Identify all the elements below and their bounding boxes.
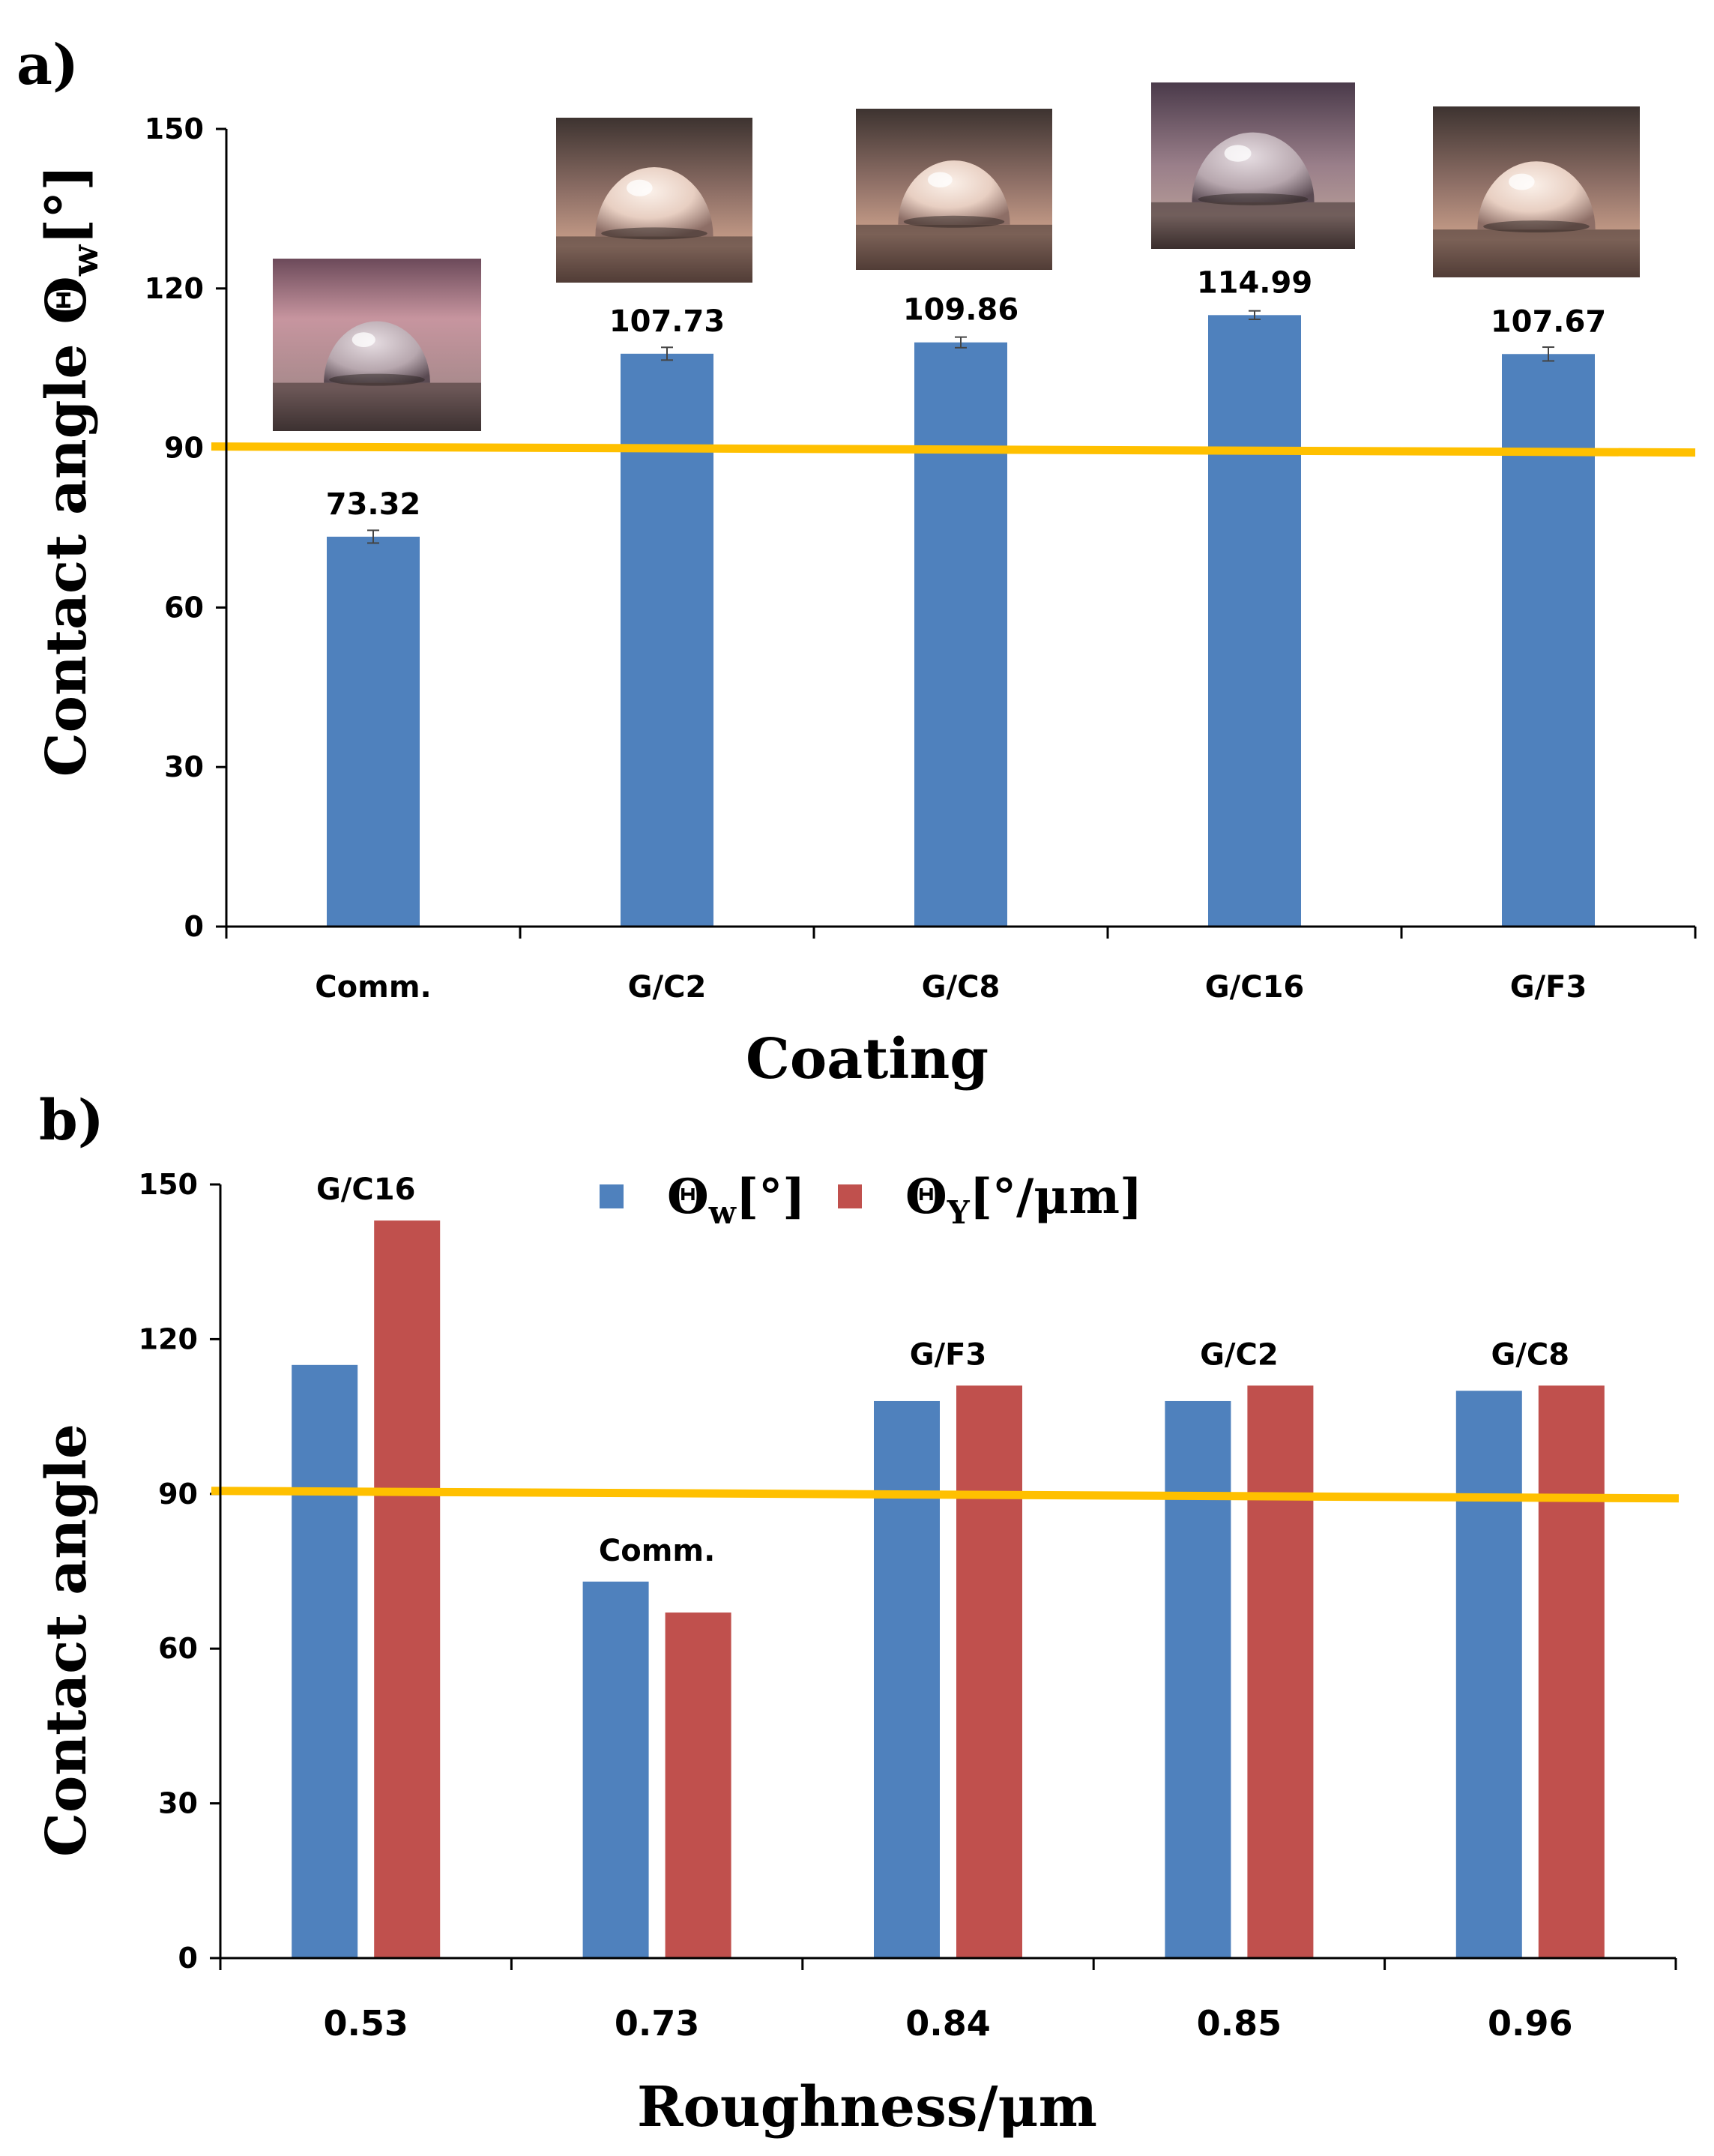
droplet-photo bbox=[856, 109, 1052, 270]
data-label: 107.73 bbox=[609, 304, 725, 339]
legend-item-theta-w: Θw[°] bbox=[600, 1169, 805, 1231]
y-tick-label: 0 bbox=[178, 1942, 198, 1975]
panel-b-x-title: Roughness/μm bbox=[637, 2075, 1097, 2140]
y-tick-label: 120 bbox=[139, 1322, 198, 1355]
bar-theta-w-0.84 bbox=[874, 1400, 940, 1958]
bar-theta-y-0.85 bbox=[1247, 1385, 1314, 1958]
droplet-photo bbox=[273, 259, 481, 431]
legend-swatch bbox=[600, 1184, 624, 1208]
x-tick-label: 0.73 bbox=[615, 2003, 700, 2044]
x-tick-label: 0.96 bbox=[1488, 2003, 1573, 2044]
bar-G/C2 bbox=[621, 353, 713, 927]
panel-a-ylabel: Contact angle Θw[°] bbox=[34, 165, 106, 777]
panel-b-reference-line bbox=[211, 1487, 1680, 1503]
data-label: 114.99 bbox=[1197, 265, 1312, 300]
panel-b-label: b) bbox=[39, 1088, 104, 1153]
droplet-photo bbox=[1433, 106, 1640, 277]
x-tick-label: G/C8 bbox=[922, 970, 1001, 1005]
bar-theta-w-0.73 bbox=[582, 1581, 649, 1958]
x-tick-label: G/F3 bbox=[1510, 970, 1587, 1005]
bar-theta-w-0.85 bbox=[1165, 1400, 1231, 1958]
droplet-photo bbox=[1151, 82, 1355, 249]
category-label: G/C8 bbox=[1491, 1337, 1569, 1372]
legend-item-theta-y: ΘY[°/μm] bbox=[838, 1169, 1142, 1231]
bar-Comm. bbox=[327, 536, 420, 927]
panel-a-x-labels: Comm. G/C2 G/C8 G/C16 G/F3 bbox=[315, 970, 1587, 1005]
data-label: 107.67 bbox=[1491, 304, 1606, 339]
legend-swatch bbox=[838, 1184, 862, 1208]
panel-b-legend: Θw[°] ΘY[°/μm] bbox=[600, 1169, 1142, 1231]
category-label: Comm. bbox=[599, 1534, 715, 1568]
bar-theta-w-0.96 bbox=[1455, 1391, 1522, 1958]
category-label: G/C2 bbox=[1200, 1337, 1279, 1372]
y-tick-label: 60 bbox=[158, 1632, 198, 1665]
panel-a-droplet-insets bbox=[273, 82, 1640, 431]
y-tick-label: 30 bbox=[164, 750, 204, 783]
panel-a-x-title: Coating bbox=[746, 1027, 989, 1091]
bar-G/C16 bbox=[1208, 315, 1301, 927]
x-tick-label: G/C16 bbox=[1205, 970, 1304, 1005]
panel-b-x-ticks bbox=[219, 1958, 1677, 1970]
bar-theta-y-0.96 bbox=[1538, 1385, 1605, 1958]
y-tick-label: 90 bbox=[164, 432, 204, 465]
droplet-photo bbox=[556, 118, 752, 283]
x-tick-label: Comm. bbox=[315, 970, 431, 1005]
category-label: G/C16 bbox=[316, 1172, 415, 1207]
x-tick-label: 0.84 bbox=[905, 2003, 991, 2044]
error-bar bbox=[1249, 310, 1261, 321]
panel-a-bars bbox=[327, 315, 1595, 927]
bar-theta-y-0.53 bbox=[374, 1220, 441, 1958]
panel-a-reference-line bbox=[211, 442, 1696, 457]
panel-a-error-bars bbox=[367, 310, 1554, 544]
data-label: 109.86 bbox=[903, 293, 1019, 328]
panel-a-data-labels: 73.32 107.73 109.86 114.99 107.67 bbox=[326, 265, 1606, 522]
panel-b-category-labels: G/C16 Comm. G/F3 G/C2 G/C8 bbox=[316, 1172, 1569, 1568]
panel-a-y-ticks: 0 30 60 90 120 150 bbox=[145, 112, 226, 943]
panel-b-y-ticks: 0 30 60 90 120 150 bbox=[139, 1168, 220, 1975]
bar-G/F3 bbox=[1502, 354, 1595, 927]
legend-label: ΘY[°/μm] bbox=[905, 1169, 1142, 1231]
bar-G/C8 bbox=[914, 342, 1007, 927]
bar-theta-y-0.73 bbox=[665, 1613, 731, 1958]
x-tick-label: 0.53 bbox=[323, 2003, 408, 2044]
panel-a-x-ticks bbox=[225, 927, 1697, 939]
y-tick-label: 150 bbox=[145, 112, 204, 145]
x-tick-label: G/C2 bbox=[628, 970, 707, 1005]
panel-b-x-labels: 0.53 0.73 0.84 0.85 0.96 bbox=[323, 2003, 1572, 2044]
panel-b-bars bbox=[292, 1220, 1605, 1958]
y-tick-label: 90 bbox=[158, 1478, 198, 1511]
panel-b: b) Contact angle 0 30 60 90 120 150 G/C16 Comm… bbox=[34, 1088, 1680, 2140]
y-tick-label: 60 bbox=[164, 591, 204, 624]
error-bar bbox=[367, 529, 379, 544]
y-tick-label: 120 bbox=[145, 272, 204, 305]
panel-b-ylabel: Contact angle bbox=[34, 1424, 99, 1857]
legend-label: Θw[°] bbox=[667, 1169, 805, 1231]
panel-a: a) Contact angle Θw[°] 0 30 60 90 120 150 73.… bbox=[16, 33, 1697, 1091]
data-label: 73.32 bbox=[326, 487, 421, 522]
panel-a-label: a) bbox=[16, 33, 79, 97]
error-bar bbox=[955, 336, 967, 349]
y-tick-label: 150 bbox=[139, 1168, 198, 1201]
y-tick-label: 30 bbox=[158, 1787, 198, 1820]
category-label: G/F3 bbox=[910, 1337, 987, 1372]
error-bar bbox=[1542, 346, 1554, 362]
x-tick-label: 0.85 bbox=[1197, 2003, 1282, 2044]
y-tick-label: 0 bbox=[184, 910, 204, 943]
error-bar bbox=[661, 346, 673, 361]
bar-theta-w-0.53 bbox=[292, 1364, 358, 1958]
bar-theta-y-0.84 bbox=[956, 1385, 1022, 1958]
